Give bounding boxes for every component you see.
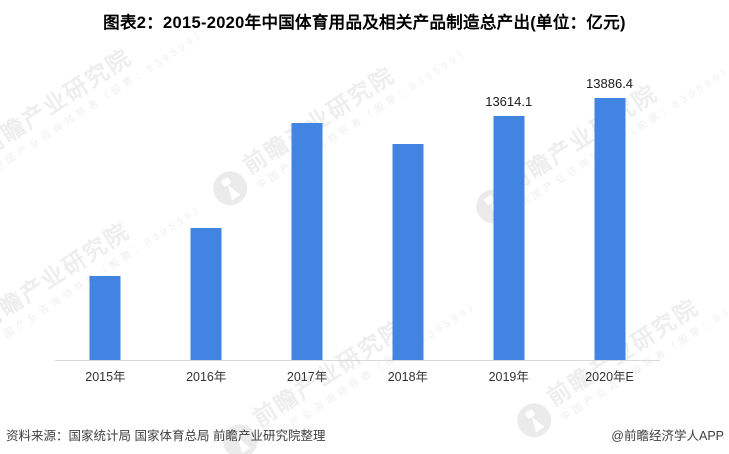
bar-2020E bbox=[594, 97, 626, 360]
x-tick-label-2018: 2018年 bbox=[387, 370, 429, 384]
bar-slot-2020E: 13886.4 bbox=[559, 70, 660, 360]
x-tick-label-2019: 2019年 bbox=[488, 370, 529, 384]
x-tick-label-2020E: 2020年E bbox=[585, 370, 634, 384]
bar-slot-2019: 13614.1 bbox=[458, 70, 559, 360]
source-note: 资料来源：国家统计局 国家体育总局 前瞻产业研究院整理 bbox=[6, 429, 326, 443]
bar-slot-2018 bbox=[357, 70, 458, 360]
bar-slot-2017 bbox=[257, 70, 358, 360]
x-tick-label-2017: 2017年 bbox=[286, 370, 328, 384]
bar-2019 bbox=[493, 116, 525, 360]
chart-title: 图表2：2015-2020年中国体育用品及相关产品制造总产出(单位：亿元) bbox=[103, 14, 626, 32]
app-credit: @前瞻经济学人APP bbox=[611, 429, 724, 443]
x-tick-label-2016: 2016年 bbox=[186, 370, 227, 384]
bar-value-label-2020E: 13886.4 bbox=[586, 75, 634, 91]
bar-slot-2015 bbox=[55, 70, 156, 360]
bar-2018 bbox=[392, 144, 424, 360]
x-axis-line bbox=[55, 360, 660, 361]
plot-area: 13614.1 13886.4 bbox=[55, 70, 660, 360]
x-axis-labels: 2015年 2016年 2017年 2018年 2019年 2020年E bbox=[55, 366, 660, 385]
bar-value-label-2019: 13614.1 bbox=[485, 94, 533, 110]
bar-2015 bbox=[89, 276, 121, 360]
bar-2017 bbox=[291, 123, 323, 360]
bar-slot-2016 bbox=[156, 70, 257, 360]
x-tick-label-2015: 2015年 bbox=[85, 370, 126, 384]
bar-2016 bbox=[190, 227, 222, 360]
footer: 资料来源：国家统计局 国家体育总局 前瞻产业研究院整理 @前瞻经济学人APP bbox=[6, 425, 724, 444]
